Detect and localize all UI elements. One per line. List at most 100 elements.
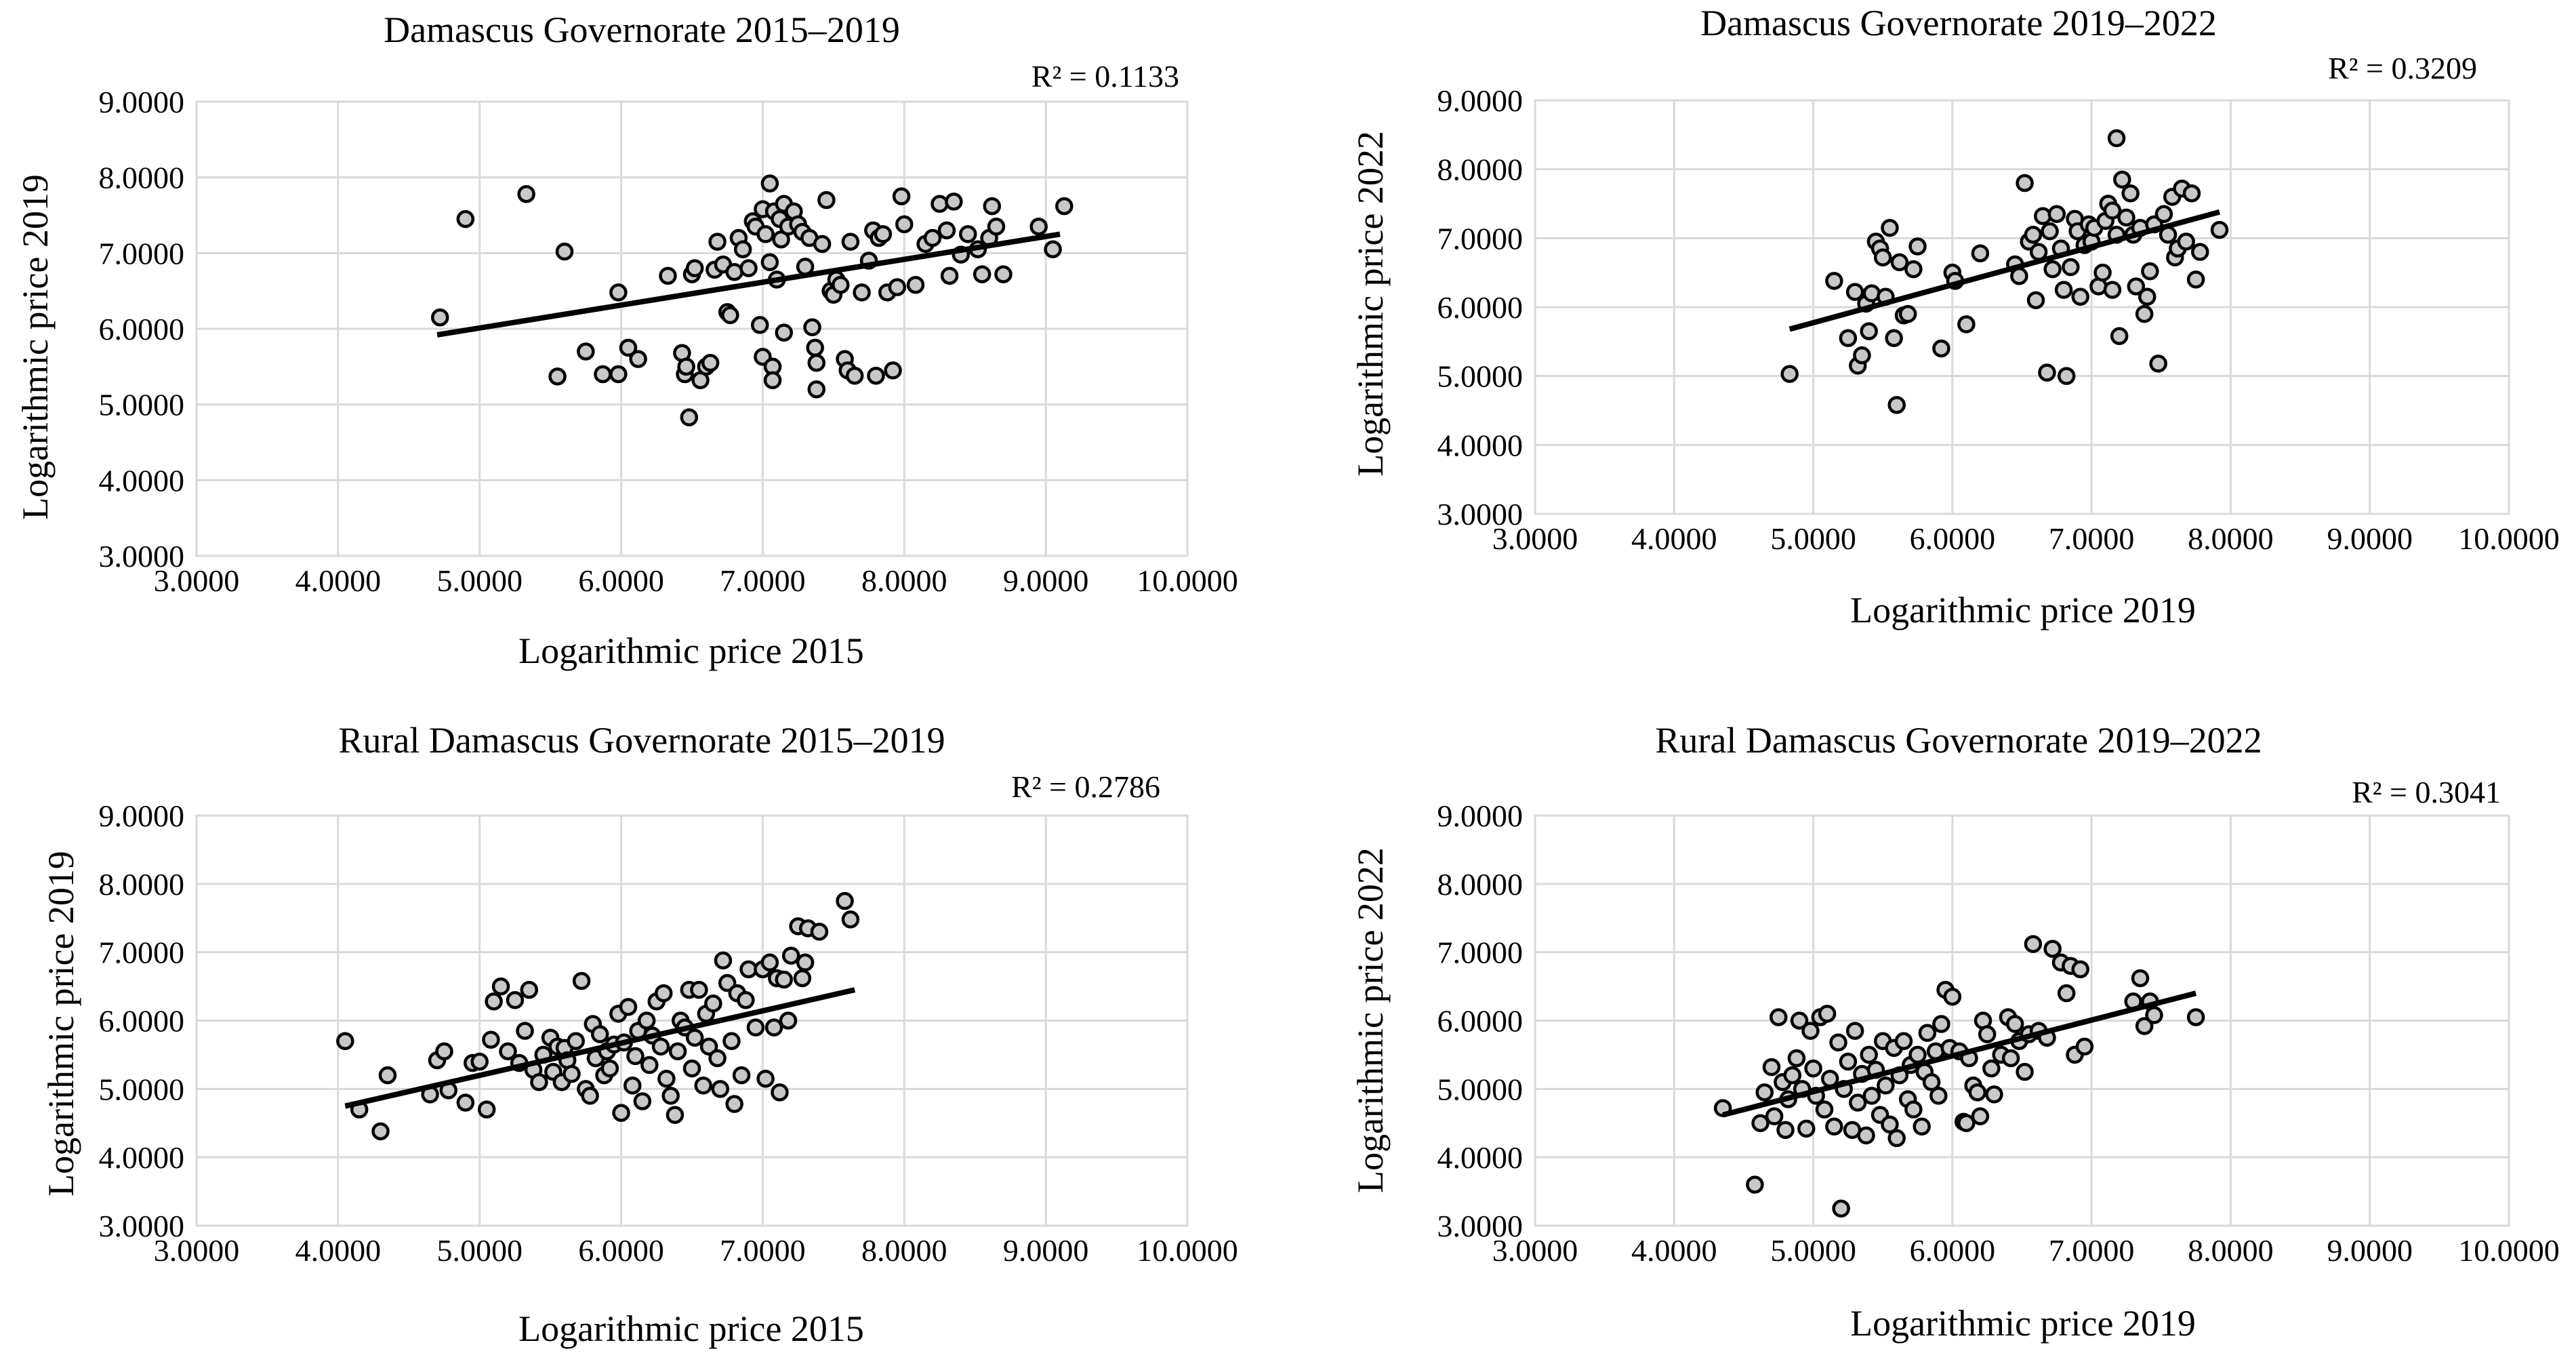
x-tick-label: 4.0000 bbox=[1631, 521, 1717, 556]
x-tick-label: 4.0000 bbox=[1631, 1233, 1717, 1268]
data-point bbox=[2093, 263, 2112, 282]
data-point bbox=[2141, 262, 2159, 281]
x-tick-label: 10.0000 bbox=[1137, 563, 1238, 598]
data-point bbox=[563, 1064, 581, 1083]
y-axis-title: Logarithmic price 2019 bbox=[15, 174, 56, 520]
data-point bbox=[477, 1100, 496, 1119]
data-point bbox=[711, 1080, 730, 1098]
data-point bbox=[806, 338, 824, 357]
data-point bbox=[2154, 205, 2173, 223]
data-point bbox=[760, 253, 779, 271]
y-tick-label: 9.0000 bbox=[1437, 799, 1524, 833]
data-point bbox=[623, 1077, 642, 1095]
data-point bbox=[1787, 1049, 1806, 1068]
data-point bbox=[2186, 270, 2205, 289]
data-point bbox=[2057, 984, 2076, 1003]
data-point bbox=[895, 215, 914, 234]
data-point bbox=[2210, 220, 2229, 239]
plot-frame bbox=[195, 100, 1189, 557]
data-point bbox=[1904, 1100, 1923, 1119]
data-point bbox=[1890, 253, 1909, 272]
data-point bbox=[1849, 1093, 1867, 1112]
data-point bbox=[704, 995, 722, 1013]
data-point bbox=[1783, 1066, 1802, 1085]
data-point bbox=[931, 195, 949, 213]
data-point bbox=[1825, 1117, 1843, 1136]
data-point bbox=[1801, 1022, 1820, 1040]
data-point bbox=[1845, 1022, 1864, 1040]
r-squared-label: R² = 0.1133 bbox=[1031, 59, 1179, 94]
y-tick-label: 8.0000 bbox=[99, 867, 185, 902]
data-point bbox=[657, 1069, 676, 1088]
data-point bbox=[659, 266, 677, 285]
data-point bbox=[2005, 1015, 2024, 1033]
x-tick-label: 5.0000 bbox=[1770, 1233, 1856, 1268]
data-point bbox=[1913, 1117, 1931, 1136]
data-point bbox=[959, 225, 977, 243]
data-point bbox=[733, 240, 752, 258]
data-point bbox=[1971, 244, 1990, 262]
data-point bbox=[708, 1049, 727, 1068]
data-point bbox=[506, 991, 525, 1009]
y-axis-title: Logarithmic price 2022 bbox=[1350, 131, 1391, 477]
data-point bbox=[1029, 218, 1048, 236]
data-point bbox=[1853, 346, 1871, 365]
y-tick-label: 8.0000 bbox=[1437, 153, 1524, 187]
data-point bbox=[2001, 1049, 2020, 1068]
data-point bbox=[2103, 201, 2122, 220]
x-tick-label: 9.0000 bbox=[1003, 1233, 1089, 1268]
r-squared-label: R² = 0.3209 bbox=[2328, 51, 2477, 85]
data-point bbox=[1751, 1114, 1770, 1132]
data-point bbox=[699, 1037, 718, 1056]
trendline bbox=[436, 231, 1061, 338]
data-point bbox=[2103, 281, 2122, 299]
y-tick-label: 3.0000 bbox=[99, 539, 185, 574]
y-tick-label: 7.0000 bbox=[1437, 936, 1524, 970]
data-point bbox=[619, 998, 638, 1016]
data-point bbox=[661, 1087, 680, 1105]
y-tick-label: 6.0000 bbox=[99, 312, 185, 346]
chart-damascus-2015-2019: Damascus Governorate 2015–2019 R² = 0.11… bbox=[15, 9, 1238, 671]
data-point bbox=[499, 1042, 517, 1061]
data-point bbox=[1881, 218, 1899, 237]
data-point bbox=[609, 365, 628, 384]
data-point bbox=[739, 259, 758, 277]
data-point bbox=[1790, 1011, 1809, 1030]
data-point bbox=[430, 308, 449, 327]
x-axis-title: Logarithmic price 2015 bbox=[518, 630, 864, 671]
r-squared-label: R² = 0.3041 bbox=[2352, 775, 2501, 809]
x-tick-label: 6.0000 bbox=[578, 563, 664, 598]
data-point bbox=[2127, 277, 2146, 296]
data-point bbox=[906, 275, 925, 294]
data-point bbox=[435, 1042, 453, 1061]
data-point bbox=[640, 1056, 659, 1074]
data-point bbox=[764, 1018, 783, 1037]
x-tick-label: 4.0000 bbox=[295, 1233, 382, 1268]
data-point bbox=[1839, 329, 1858, 347]
data-point bbox=[718, 973, 737, 992]
y-tick-label: 7.0000 bbox=[99, 936, 185, 970]
r-squared-label: R² = 0.2786 bbox=[1011, 769, 1160, 804]
data-point bbox=[841, 233, 860, 251]
data-point bbox=[1877, 1077, 1895, 1095]
data-point bbox=[874, 225, 893, 243]
data-point bbox=[937, 221, 956, 240]
x-tick-label: 8.0000 bbox=[861, 1233, 947, 1268]
data-point bbox=[1908, 237, 1927, 256]
data-point bbox=[1929, 1087, 1948, 1105]
data-point bbox=[1862, 1087, 1881, 1105]
plot-frame bbox=[1534, 814, 2510, 1227]
data-point bbox=[1832, 1199, 1850, 1218]
data-point bbox=[2186, 1008, 2205, 1026]
data-point bbox=[781, 946, 800, 965]
data-point bbox=[2117, 208, 2135, 227]
data-point bbox=[763, 371, 782, 390]
data-point bbox=[841, 910, 860, 929]
data-point bbox=[637, 1011, 656, 1030]
data-point bbox=[1932, 339, 1950, 358]
chart-title: Rural Damascus Governorate 2019–2022 bbox=[1655, 720, 2262, 761]
data-point bbox=[1885, 329, 1903, 347]
data-point bbox=[746, 1018, 765, 1037]
data-point bbox=[577, 342, 595, 361]
data-point bbox=[1860, 1045, 1878, 1064]
